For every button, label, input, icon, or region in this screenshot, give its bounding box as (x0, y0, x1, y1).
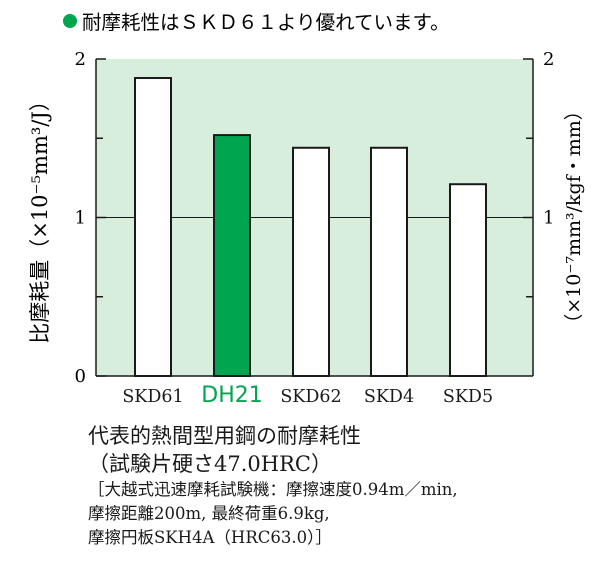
category-label-skd61: SKD61 (122, 387, 183, 407)
category-label-skd62: SKD62 (280, 387, 341, 407)
bar-skd4 (370, 146, 408, 377)
left-tick-label-1: 1 (75, 208, 86, 229)
caption-note-line-1: ［大越式迅速摩耗試験機：摩擦速度0.94m／min, (88, 480, 458, 499)
bars (134, 77, 487, 378)
left-axis-tick-labels: 0 1 2 (75, 49, 86, 387)
left-tick-label-0: 0 (75, 366, 86, 387)
bar-dh21 (213, 134, 251, 377)
category-label-skd4: SKD4 (364, 387, 414, 407)
caption-note-line-2: 摩擦距離200m, 最終荷重6.9kg, (88, 504, 330, 523)
axes (95, 58, 534, 377)
caption-title: 代表的熱間型用鋼の耐摩耗性 (88, 424, 361, 448)
category-label-skd5: SKD5 (443, 387, 493, 407)
left-tick-label-2: 2 (75, 49, 86, 70)
right-tick-label-1: 1 (543, 208, 554, 229)
left-axis-title: 比摩耗量（×10⁻⁵mm³/J） (28, 90, 52, 344)
right-tick-label-2: 2 (543, 49, 554, 70)
bar-skd5 (449, 183, 487, 377)
category-label-dh21: DH21 (201, 383, 262, 408)
figure-caption: 代表的熱間型用鋼の耐摩耗性 （試験片硬さ47.0HRC） ［大越式迅速摩耗試験機… (88, 422, 588, 550)
caption-subtitle: （試験片硬さ47.0HRC） (88, 452, 332, 476)
x-axis-category-labels: SKD61 DH21 SKD62 SKD4 SKD5 (122, 383, 493, 408)
bar-skd62 (292, 146, 330, 377)
header-bullet-icon (63, 14, 77, 28)
right-axis-title: （×10⁻⁷mm³/kgf・mm） (563, 101, 585, 333)
bar-skd61 (134, 77, 172, 378)
header-text: 耐摩耗性はＳＫＤ６１より優れています。 (82, 11, 450, 34)
caption-note-line-3: 摩擦円板SKH4A（HRC63.0）］ (88, 528, 332, 547)
right-axis-tick-labels: 1 2 (543, 49, 554, 229)
